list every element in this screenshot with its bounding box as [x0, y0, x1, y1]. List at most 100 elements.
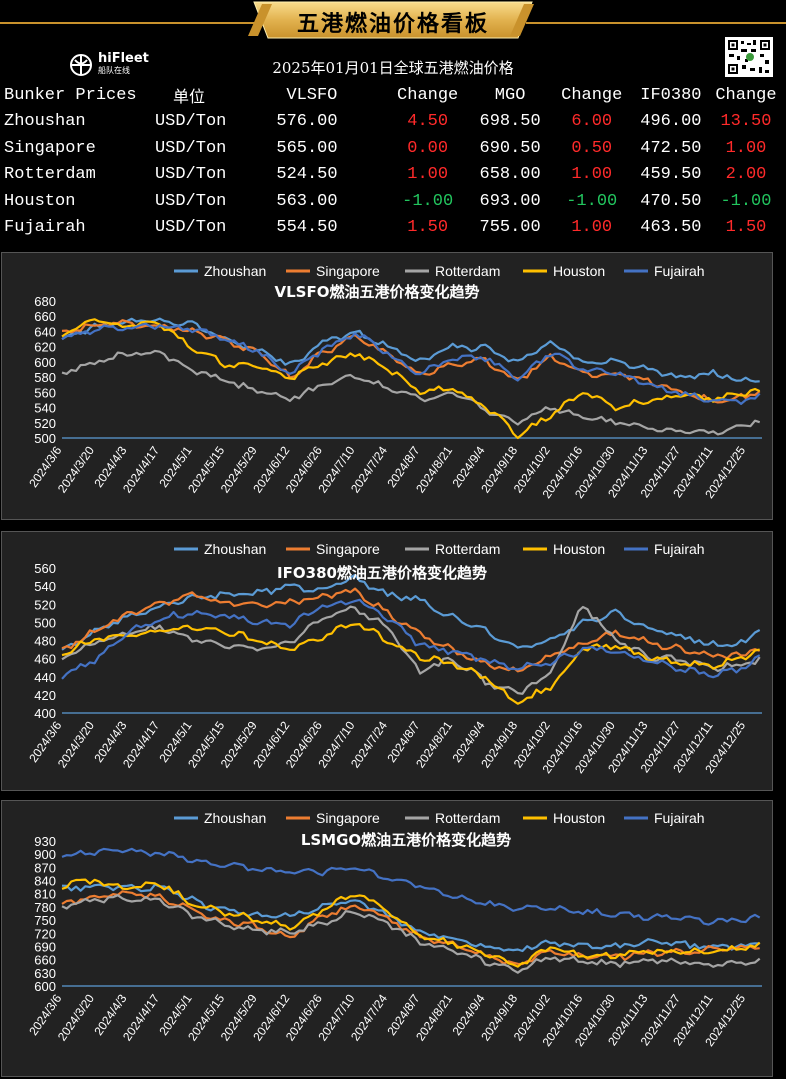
legend-label-houston: Houston [553, 810, 605, 826]
page-title: 五港燃油价格看板 [296, 12, 489, 37]
hifleet-logo: hiFleet 船队在线 [68, 52, 149, 78]
header-banner: 五港燃油价格看板 [0, 0, 786, 46]
lsmgo-chart-panel: Zhoushan Singapore Rotterdam Houston Fujaira… [1, 800, 773, 1077]
table-row: Zhoushan USD/Ton 576.00 4.50 698.50 6.00 496.0… [0, 109, 786, 136]
vlsfo-price: 563.00 [276, 191, 338, 211]
y-tick-label: 750 [34, 913, 56, 928]
ifo-change: 13.50 [720, 112, 772, 132]
mgo-price: 698.50 [479, 112, 541, 132]
vlsfo-trend-chart: Zhoushan Singapore Rotterdam Houston Fujaira… [26, 263, 762, 501]
y-tick-label: 640 [34, 324, 56, 339]
y-tick-label: 870 [34, 860, 56, 875]
unit: USD/Ton [154, 191, 227, 211]
ifo380-chart-panel: Zhoushan Singapore Rotterdam Houston Fujaira… [1, 531, 773, 791]
y-tick-label: 520 [34, 597, 56, 612]
legend-label-houston: Houston [553, 263, 605, 279]
legend-label-zhoushan: Zhoushan [204, 541, 266, 557]
series-line-singapore [61, 587, 761, 673]
legend-label-singapore: Singapore [316, 810, 380, 826]
y-tick-label: 480 [34, 634, 56, 649]
series-line-houston [61, 878, 761, 968]
col-header-vlsfo-change: Change [397, 85, 459, 105]
y-tick-label: 900 [34, 847, 56, 862]
y-tick-label: 660 [34, 953, 56, 968]
legend-label-zhoushan: Zhoushan [204, 810, 266, 826]
ifo-change: -1.00 [720, 191, 772, 211]
legend-label-rotterdam: Rotterdam [435, 541, 500, 557]
ifo-price: 470.50 [640, 191, 702, 211]
legend-label-zhoushan: Zhoushan [204, 263, 266, 279]
logo-text-en: hiFleet [98, 51, 149, 66]
series-line-fujairah [61, 847, 761, 926]
chart-title: LSMGO燃油五港价格变化趋势 [301, 831, 511, 849]
y-tick-label: 620 [34, 340, 56, 355]
port-name: Fujairah [4, 218, 86, 238]
y-tick-label: 780 [34, 900, 56, 915]
port-name: Houston [4, 191, 76, 211]
table-row: Fujairah USD/Ton 554.50 1.50 755.00 1.00 463.5… [0, 215, 786, 242]
legend-label-fujairah: Fujairah [654, 541, 705, 557]
y-tick-label: 440 [34, 670, 56, 685]
ifo-price: 472.50 [640, 138, 702, 158]
chart-title: VLSFO燃油五港价格变化趋势 [275, 283, 480, 301]
col-header-vlsfo: VLSFO [286, 85, 338, 105]
col-header-ifo-change: Change [715, 85, 777, 105]
port-name: Singapore [4, 138, 96, 158]
mgo-price: 658.00 [479, 165, 541, 185]
banner-ribbon [0, 1, 786, 39]
table-row: Rotterdam USD/Ton 524.50 1.00 658.00 1.00 459.… [0, 162, 786, 189]
y-tick-label: 400 [34, 706, 56, 721]
ifo-change: 1.50 [725, 218, 767, 238]
series-line-zhoushan [61, 883, 760, 953]
y-tick-label: 580 [34, 370, 56, 385]
y-tick-label: 420 [34, 688, 56, 703]
mgo-change: 1.00 [571, 165, 613, 185]
y-tick-label: 560 [34, 561, 56, 576]
ifo380-trend-chart: Zhoushan Singapore Rotterdam Houston Fujaira… [26, 541, 762, 776]
y-tick-label: 540 [34, 579, 56, 594]
col-header-unit: 单位 [172, 87, 205, 107]
y-tick-label: 930 [34, 834, 56, 849]
y-tick-label: 460 [34, 652, 56, 667]
vlsfo-change: -1.00 [402, 191, 454, 211]
table-row: Houston USD/Ton 563.00 -1.00 693.00 -1.00 470.… [0, 188, 786, 215]
mgo-price: 690.50 [479, 138, 541, 158]
qr-code-icon [725, 37, 773, 77]
table-header-row: Bunker Prices 单位 VLSFO Change MGO Change… [0, 82, 786, 109]
y-tick-label: 560 [34, 385, 56, 400]
y-tick-label: 680 [34, 294, 56, 309]
legend-label-fujairah: Fujairah [654, 810, 705, 826]
ifo-price: 496.00 [640, 112, 702, 132]
series-line-zhoushan [61, 573, 761, 651]
unit: USD/Ton [154, 112, 227, 132]
unit: USD/Ton [154, 138, 227, 158]
col-header-mgo-change: Change [561, 85, 623, 105]
mgo-price: 755.00 [479, 218, 541, 238]
chart-title: IFO380燃油五港价格变化趋势 [277, 564, 487, 582]
ship-wheel-icon [70, 54, 92, 76]
vlsfo-price: 576.00 [276, 112, 338, 132]
y-tick-label: 690 [34, 939, 56, 954]
date-title: 2025年01月01日全球五港燃油价格 [272, 59, 514, 77]
mgo-price: 693.00 [479, 191, 541, 211]
vlsfo-change: 1.00 [407, 165, 449, 185]
vlsfo-chart-panel: Zhoushan Singapore Rotterdam Houston Fujaira… [1, 252, 773, 520]
series-line-rotterdam [61, 349, 761, 436]
col-header-port: Bunker Prices [4, 85, 137, 105]
vlsfo-price: 565.00 [276, 138, 338, 158]
legend-label-houston: Houston [553, 541, 605, 557]
series-line-houston [61, 623, 760, 705]
legend-label-singapore: Singapore [316, 263, 380, 279]
y-tick-label: 600 [34, 979, 56, 994]
mgo-change: 6.00 [571, 112, 613, 132]
mgo-change: 1.00 [571, 218, 613, 238]
col-header-mgo: MGO [494, 85, 526, 105]
legend-label-rotterdam: Rotterdam [435, 810, 500, 826]
vlsfo-price: 524.50 [276, 165, 338, 185]
y-tick-label: 660 [34, 309, 56, 324]
unit: USD/Ton [154, 218, 227, 238]
series-line-fujairah [61, 598, 761, 680]
y-tick-label: 520 [34, 416, 56, 431]
y-tick-label: 600 [34, 355, 56, 370]
vlsfo-price: 554.50 [276, 218, 338, 238]
